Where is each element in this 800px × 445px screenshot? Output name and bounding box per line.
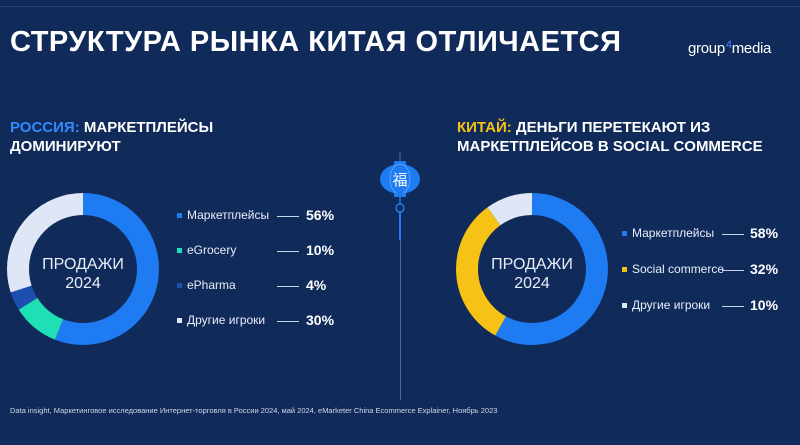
legend-swatch [622, 266, 627, 272]
brand-logo: group4media [688, 39, 772, 57]
legend-value: 32% [750, 261, 779, 277]
legend-swatch [177, 212, 182, 218]
donut-center-text-russia: ПРОДАЖИ 2024 [42, 256, 124, 292]
legend-item: Social commerce [622, 262, 724, 276]
legend-swatch [177, 317, 182, 323]
top-rule [0, 6, 800, 7]
source-footnote: Data insight, Маркетинговое исследование… [10, 406, 498, 415]
legend-item: Другие игроки [177, 313, 265, 327]
legend-value: 10% [750, 297, 779, 313]
legend-value: 4% [306, 277, 327, 293]
legend-item: Другие игроки [622, 298, 710, 312]
legend-leader [722, 306, 744, 307]
legend-leader [722, 270, 744, 271]
legend-value: 56% [306, 207, 335, 223]
legend-value: 58% [750, 225, 779, 241]
legend-swatch [177, 247, 182, 253]
legend-leader [277, 321, 299, 322]
legend-leader [722, 234, 744, 235]
left-heading-text: МАРКЕТПЛЕЙСЫ ДОМИНИРУЮТ [10, 119, 214, 155]
legend-item: ePharma [177, 278, 236, 292]
legend-item: Маркетплейсы [177, 208, 269, 222]
page-title: СТРУКТУРА РЫНКА КИТАЯ ОТЛИЧАЕТСЯ [10, 26, 622, 58]
legend-swatch [177, 282, 182, 288]
donut-chart-china [456, 193, 608, 345]
china-slice-social-commerce [456, 193, 608, 345]
china-slice-другие-игроки [456, 193, 608, 345]
legend-item: eGrocery [177, 243, 236, 257]
brand-main: group [688, 40, 725, 57]
legend-label: Другие игроки [187, 313, 266, 327]
legend-swatch [622, 230, 627, 236]
donut-chart-russia [7, 193, 159, 345]
legend-label: Маркетплейсы [632, 226, 715, 240]
legend-leader [277, 216, 299, 217]
lantern-icon: 福 [380, 152, 420, 240]
left-heading-accent: РОССИЯ: [10, 119, 80, 136]
left-heading: РОССИЯ: МАРКЕТПЛЕЙСЫ ДОМИНИРУЮТ [10, 118, 213, 156]
legend-label: Маркетплейсы [187, 208, 270, 222]
legend-leader [277, 251, 299, 252]
legend-swatch [622, 302, 627, 308]
right-heading-accent: КИТАЙ: [457, 119, 512, 136]
legend-leader [277, 286, 299, 287]
donut-center-label-china: ПРОДАЖИ 2024 [479, 255, 585, 293]
russia-slice-другие-игроки [7, 193, 159, 345]
brand-num: 4 [725, 39, 732, 51]
legend-label: ePharma [187, 278, 236, 292]
legend-value: 10% [306, 242, 335, 258]
donut-center-text-china: ПРОДАЖИ 2024 [491, 256, 573, 292]
donut-center-label-russia: ПРОДАЖИ 2024 [30, 255, 136, 293]
legend-label: eGrocery [187, 243, 237, 257]
legend-value: 30% [306, 312, 335, 328]
lantern-glyph: 福 [392, 171, 407, 189]
legend-label: Social commerce [632, 262, 725, 276]
legend-label: Другие игроки [632, 298, 711, 312]
right-heading-text: ДЕНЬГИ ПЕРЕТЕКАЮТ ИЗ МАРКЕТПЛЕЙСОВ В SOC… [457, 119, 763, 155]
right-heading: КИТАЙ: ДЕНЬГИ ПЕРЕТЕКАЮТ ИЗ МАРКЕТПЛЕЙСО… [457, 118, 763, 156]
brand-rest: media [731, 40, 772, 57]
center-divider [400, 235, 401, 400]
legend-item: Маркетплейсы [622, 226, 714, 240]
